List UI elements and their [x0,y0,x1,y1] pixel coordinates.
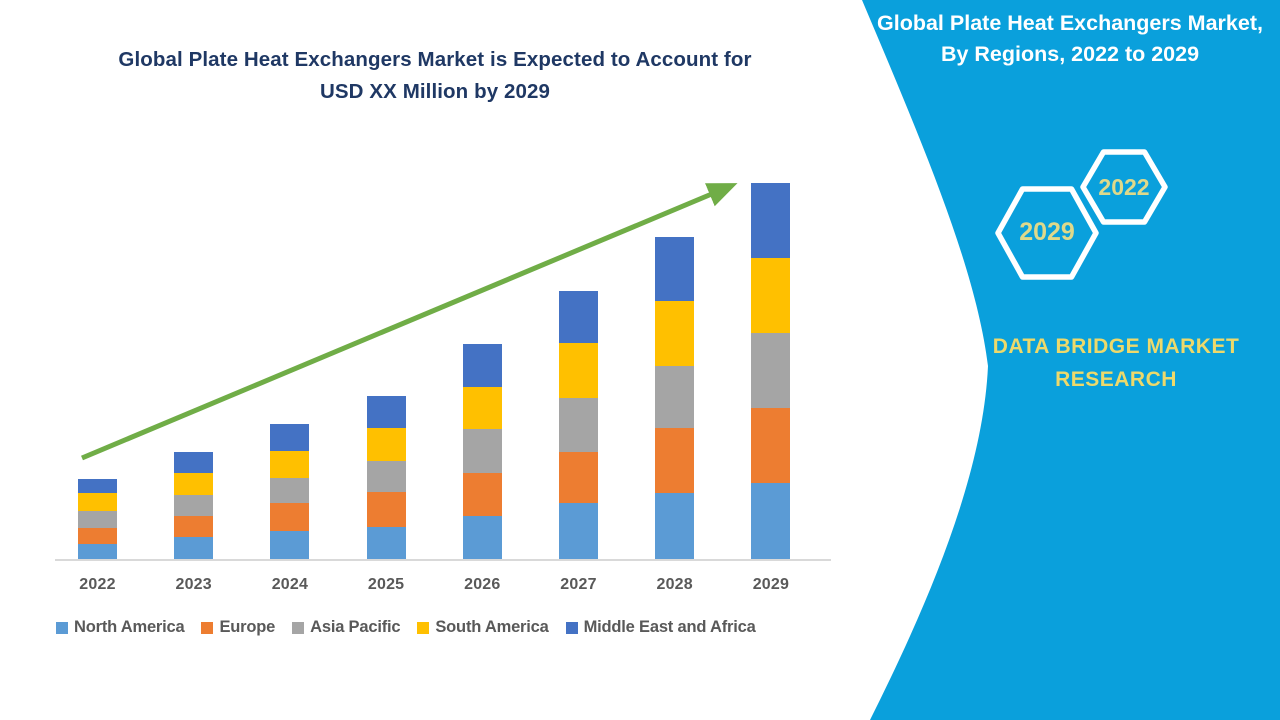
chart-title-line2: USD XX Million by 2029 [319,80,551,103]
legend-swatch-europe [201,621,214,634]
bar-2023-asia-pacific [174,495,214,516]
hexagon-2022-label: 2022 [1098,174,1150,200]
bar-2029-north-america [751,483,791,559]
hexagon-2029-label: 2029 [1019,218,1075,246]
legend-item-north-america: North America [56,618,185,637]
legend-item-south-america: South America [417,618,549,637]
bar-2028-middle-east-and-africa [655,237,695,301]
chart-title-line1: Global Plate Heat Exchangers Market is E… [118,48,752,71]
brand-text-line2: RESEARCH [1055,368,1177,391]
chart-title: Global Plate Heat Exchangers Market is E… [40,44,830,108]
brand-text: DATA BRIDGE MARKET RESEARCH [966,330,1266,396]
bar-2023-south-america [174,473,214,495]
bar-2025-europe [366,492,406,527]
bar-2028 [655,237,695,559]
legend: North America Europe Asia Pacific South Ame… [56,618,836,637]
bar-2029-middle-east-and-africa [751,183,791,258]
bar-2022 [78,479,117,559]
x-axis-label-2026: 2026 [464,576,501,593]
bar-2026-asia-pacific [462,429,502,473]
x-axis-line [55,559,831,561]
panel-title: Global Plate Heat Exchangers Market, By … [868,8,1272,70]
bar-2026 [462,344,502,559]
x-axis-label-2029: 2029 [752,576,790,593]
bar-2022-north-america [78,544,117,559]
bar-2028-europe [655,428,695,493]
brand-text-line1: DATA BRIDGE MARKET [992,335,1240,358]
bar-2024-south-america [270,451,310,478]
bar-2027-europe [559,452,598,503]
legend-label-north-america: North America [74,618,185,636]
bar-2024-middle-east-and-africa [270,424,310,451]
legend-swatch-south-america [417,621,430,634]
bar-2025 [366,396,406,559]
x-axis-label-2028: 2028 [656,576,693,593]
bar-2027-north-america [559,503,598,559]
legend-label-middle-east-and-africa: Middle East and Africa [583,618,756,636]
bar-2024 [270,424,310,559]
bar-2028-asia-pacific [655,366,695,428]
bar-2024-asia-pacific [270,478,310,503]
bar-2027-south-america [559,343,598,398]
bar-2023-middle-east-and-africa [174,452,214,473]
legend-item-middle-east-and-africa: Middle East and Africa [565,618,756,637]
bar-2026-europe [462,473,502,516]
hexagon-2029-icon [995,186,1099,280]
legend-swatch-north-america [56,621,68,634]
bar-2026-middle-east-and-africa [462,344,502,387]
legend-item-europe: Europe [201,618,275,637]
bar-2022-europe [78,528,117,544]
bar-2029 [751,183,791,559]
bar-2022-south-america [78,493,117,511]
blue-curved-panel [862,0,1280,720]
x-axis-label-2023: 2023 [175,576,212,593]
bar-2028-south-america [655,301,695,366]
bar-2028-north-america [655,493,695,559]
panel-title-line2: By Regions, 2022 to 2029 [940,42,1200,66]
bar-2025-asia-pacific [366,461,406,492]
bar-2026-south-america [462,387,502,429]
bar-2027-asia-pacific [559,398,598,452]
bar-2023-north-america [174,537,214,559]
bar-2024-europe [270,503,310,531]
bar-2025-north-america [366,527,406,559]
x-axis-label-2025: 2025 [367,576,405,593]
bar-2024-north-america [270,531,310,559]
bar-2027 [559,291,598,559]
x-axis-label-2024: 2024 [271,576,309,593]
legend-swatch-middle-east-and-africa [565,621,578,634]
legend-label-asia-pacific: Asia Pacific [310,618,401,636]
x-axis-label-2022: 2022 [79,576,116,593]
legend-swatch-asia-pacific [292,621,305,634]
bar-2029-asia-pacific [751,333,791,408]
bar-2029-south-america [751,258,791,333]
legend-item-asia-pacific: Asia Pacific [292,618,401,637]
bar-2025-middle-east-and-africa [366,396,406,428]
legend-label-europe: Europe [219,618,276,636]
legend-label-south-america: South America [435,618,549,636]
bar-2027-middle-east-and-africa [559,291,598,343]
hexagon-2022-icon [1080,149,1168,225]
bar-2025-south-america [366,428,406,461]
bar-2026-north-america [462,516,502,559]
bar-2029-europe [751,408,791,483]
bar-2022-middle-east-and-africa [78,479,117,493]
panel-title-line1: Global Plate Heat Exchangers Market, [877,11,1263,35]
bar-2023-europe [174,516,214,537]
bar-2022-asia-pacific [78,511,117,528]
x-axis-label-2027: 2027 [560,576,597,593]
bar-2023 [174,452,214,559]
